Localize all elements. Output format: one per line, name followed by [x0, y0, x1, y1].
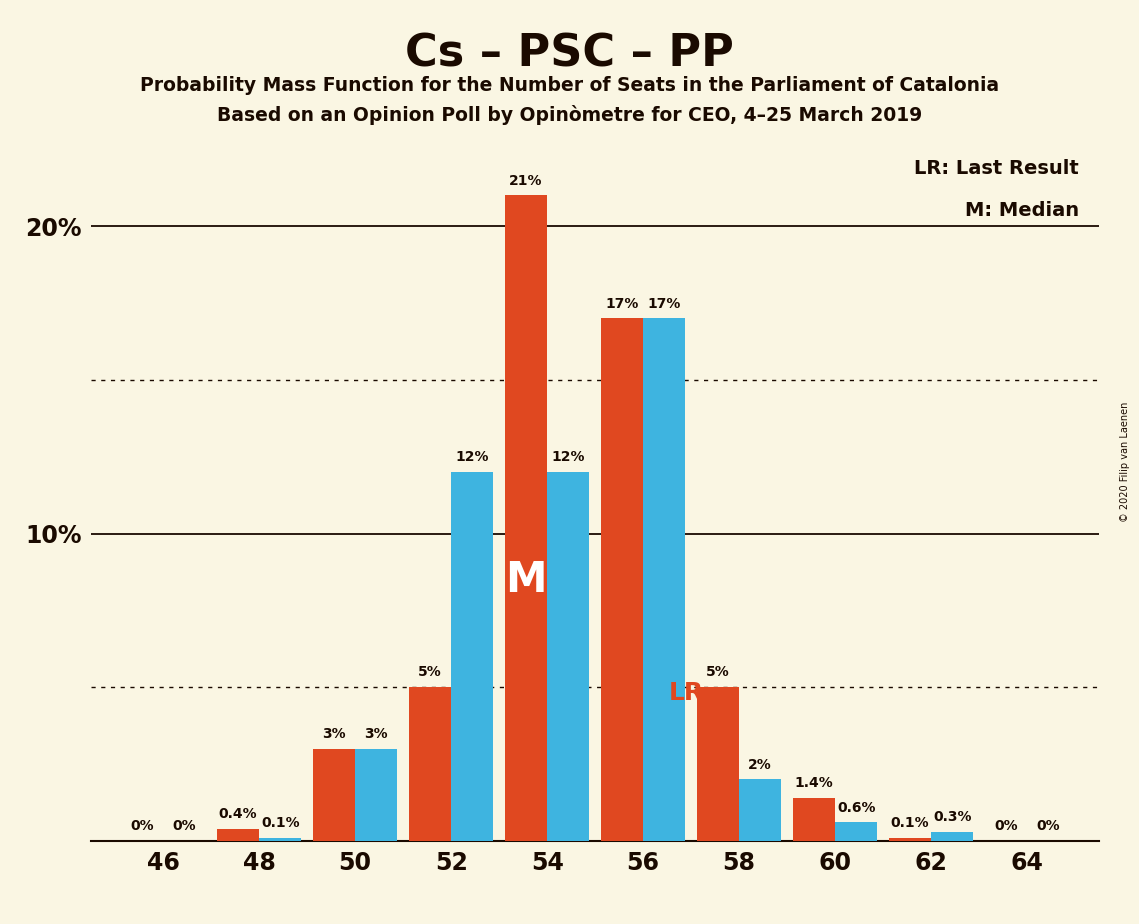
- Text: 0.1%: 0.1%: [891, 816, 929, 830]
- Bar: [216, 829, 260, 841]
- Text: 0.4%: 0.4%: [219, 807, 257, 821]
- Text: Cs – PSC – PP: Cs – PSC – PP: [405, 32, 734, 76]
- Text: 1.4%: 1.4%: [795, 776, 834, 790]
- Text: Probability Mass Function for the Number of Seats in the Parliament of Catalonia: Probability Mass Function for the Number…: [140, 76, 999, 95]
- Text: 0.1%: 0.1%: [261, 816, 300, 830]
- Text: M: Median: M: Median: [965, 201, 1079, 220]
- Bar: [260, 838, 302, 841]
- Text: Based on an Opinion Poll by Opinòmetre for CEO, 4–25 March 2019: Based on an Opinion Poll by Opinòmetre f…: [216, 105, 923, 126]
- Bar: [835, 822, 877, 841]
- Text: © 2020 Filip van Laenen: © 2020 Filip van Laenen: [1121, 402, 1130, 522]
- Text: LR: Last Result: LR: Last Result: [915, 159, 1079, 177]
- Bar: [931, 832, 974, 841]
- Text: 17%: 17%: [605, 297, 639, 310]
- Text: 0%: 0%: [130, 820, 154, 833]
- Text: 5%: 5%: [706, 665, 730, 679]
- Text: 0.3%: 0.3%: [933, 810, 972, 824]
- Bar: [505, 196, 547, 841]
- Text: 3%: 3%: [364, 727, 388, 741]
- Bar: [739, 779, 781, 841]
- Bar: [793, 797, 835, 841]
- Text: 0%: 0%: [994, 820, 1018, 833]
- Bar: [451, 472, 493, 841]
- Text: 2%: 2%: [748, 758, 772, 772]
- Text: 5%: 5%: [418, 665, 442, 679]
- Bar: [601, 319, 644, 841]
- Text: M: M: [506, 559, 547, 601]
- Bar: [409, 687, 451, 841]
- Text: 0%: 0%: [172, 820, 196, 833]
- Text: 0%: 0%: [1036, 820, 1060, 833]
- Text: LR: LR: [669, 681, 704, 705]
- Bar: [355, 748, 398, 841]
- Text: 12%: 12%: [551, 450, 585, 465]
- Bar: [888, 838, 931, 841]
- Text: 0.6%: 0.6%: [837, 801, 876, 815]
- Bar: [697, 687, 739, 841]
- Text: 21%: 21%: [509, 174, 543, 188]
- Text: 17%: 17%: [648, 297, 681, 310]
- Bar: [313, 748, 355, 841]
- Bar: [547, 472, 589, 841]
- Bar: [644, 319, 686, 841]
- Text: 3%: 3%: [322, 727, 346, 741]
- Text: 12%: 12%: [456, 450, 489, 465]
